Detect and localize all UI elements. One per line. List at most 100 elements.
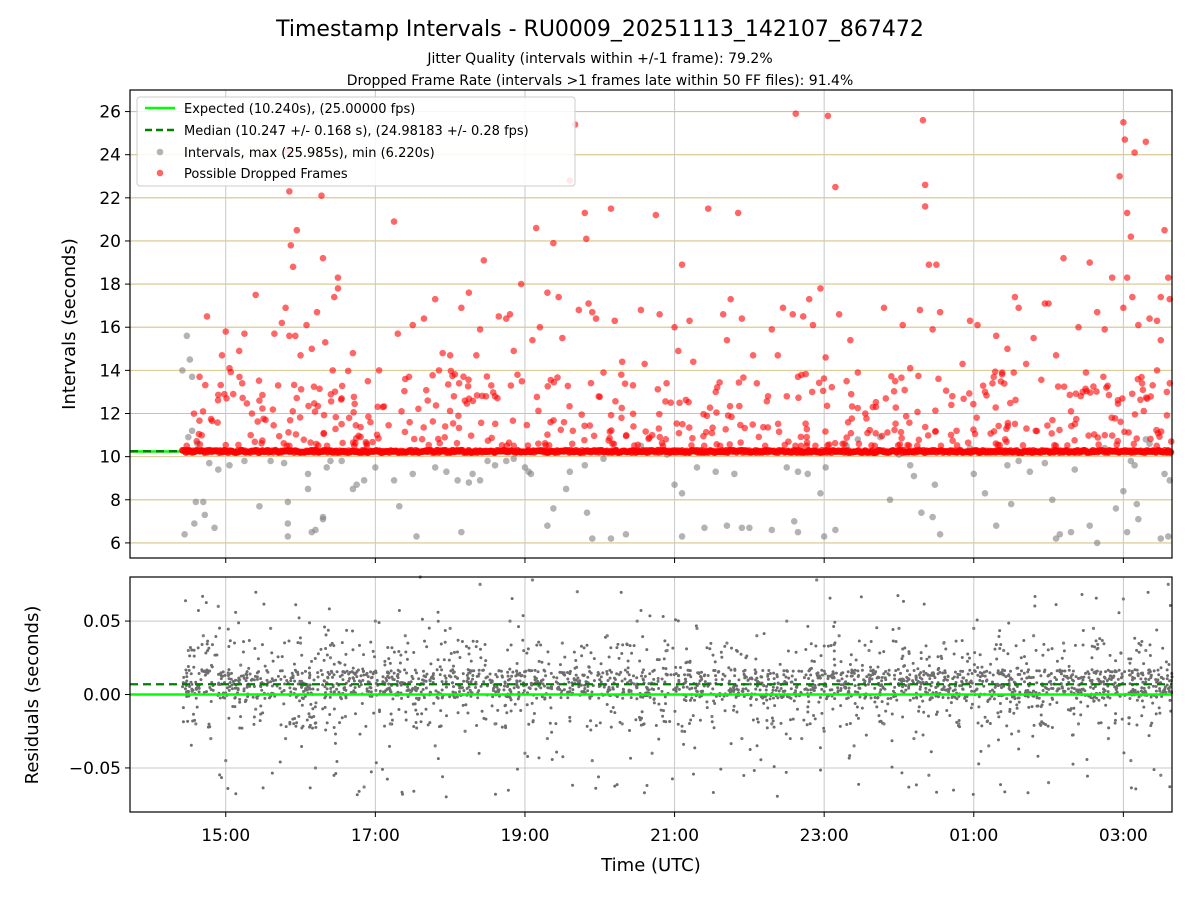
residual-point: [950, 696, 954, 700]
residual-point: [641, 668, 645, 672]
residual-point: [556, 687, 560, 691]
residual-point: [661, 666, 665, 670]
intervals-y-tick-label: 8: [110, 491, 121, 511]
dropped-frame-point: [469, 397, 477, 405]
dropped-frame-point: [959, 360, 966, 368]
dropped-frame-point: [1086, 259, 1094, 266]
residual-point: [766, 672, 770, 676]
residual-point: [372, 670, 376, 674]
interval-point: [622, 530, 630, 538]
residual-point: [599, 680, 603, 684]
residual-point: [227, 716, 231, 720]
dropped-frame-point: [351, 400, 358, 408]
residual-point: [711, 653, 715, 657]
residual-point: [651, 669, 655, 673]
dropped-frame-point: [763, 397, 771, 405]
residual-point: [839, 704, 843, 708]
residual-point: [1027, 676, 1031, 680]
residual-point: [705, 700, 709, 704]
residual-point: [475, 639, 479, 643]
dropped-frame-point: [803, 425, 811, 433]
residual-point: [916, 667, 920, 671]
residual-point: [664, 667, 668, 671]
residual-point: [905, 679, 909, 683]
residual-point: [522, 649, 526, 653]
residual-point: [353, 672, 357, 676]
residual-point: [276, 655, 280, 659]
residual-point: [311, 687, 315, 691]
dropped-frame-point: [898, 434, 905, 442]
residual-point: [896, 594, 900, 598]
dropped-frame-point: [405, 373, 413, 381]
residual-point: [455, 695, 459, 699]
residual-point: [1092, 699, 1096, 703]
residual-point: [952, 652, 956, 656]
dropped-frame-point: [316, 385, 323, 393]
residual-point: [811, 679, 815, 683]
residual-point: [685, 647, 689, 651]
residual-point: [832, 624, 836, 628]
residual-point: [1009, 676, 1013, 680]
residual-point: [839, 660, 843, 664]
residual-point: [1156, 678, 1160, 682]
residual-point: [347, 679, 351, 683]
residual-point: [941, 671, 945, 675]
residual-point: [806, 705, 810, 709]
dropped-frame-point: [847, 336, 854, 344]
residual-point: [214, 634, 218, 638]
residual-point: [970, 689, 974, 693]
dropped-frame-point: [634, 441, 642, 449]
residual-point: [1167, 690, 1171, 694]
residual-point: [338, 721, 342, 725]
residual-point: [443, 674, 447, 678]
dropped-frame-point: [363, 440, 370, 447]
residual-point: [462, 689, 466, 693]
dropped-frame-point: [1114, 396, 1122, 404]
dropped-frame-baseline-point: [1167, 448, 1175, 456]
residual-point: [329, 686, 333, 690]
interval-point: [226, 461, 233, 469]
residual-point: [766, 706, 770, 710]
residual-point: [227, 688, 231, 692]
residual-point: [181, 685, 185, 689]
residual-point: [947, 687, 951, 691]
residual-point: [1159, 666, 1163, 670]
residual-point: [245, 670, 249, 674]
residual-point: [754, 670, 758, 674]
residual-point: [856, 674, 860, 678]
residual-point: [774, 688, 778, 692]
interval-point: [191, 520, 198, 527]
residual-point: [839, 673, 843, 677]
residual-point: [985, 678, 989, 682]
x-tick-label: 21:00: [650, 826, 699, 846]
residual-point: [1044, 723, 1048, 727]
residual-point: [506, 670, 510, 674]
residuals-x-ticks: 15:00 17:00 19:00 21:00 23:00 01:00 03:00: [201, 812, 1148, 846]
residual-point: [396, 679, 400, 683]
residual-point: [671, 646, 675, 650]
dropped-frame-point: [460, 373, 467, 380]
residual-point: [228, 639, 232, 643]
dropped-frame-point: [932, 427, 939, 435]
dropped-frame-point: [365, 413, 372, 421]
residual-point: [1055, 669, 1059, 673]
residual-point: [384, 676, 388, 680]
intervals-y-tick-label: 6: [110, 534, 121, 554]
residual-point: [254, 707, 258, 711]
residual-point: [761, 696, 765, 700]
residual-point: [326, 676, 330, 680]
residual-point: [387, 676, 391, 680]
residual-point: [1049, 682, 1053, 686]
residual-point: [946, 696, 950, 700]
residual-point: [1117, 611, 1121, 615]
interval-point: [465, 479, 473, 486]
dropped-frame-point: [630, 423, 637, 430]
dropped-frame-point: [1157, 336, 1165, 344]
residual-point: [1019, 656, 1023, 660]
residual-point: [242, 689, 246, 693]
residual-point: [1047, 673, 1051, 677]
residual-point: [515, 672, 519, 676]
interval-point: [832, 526, 839, 534]
dropped-frame-point: [679, 420, 686, 428]
